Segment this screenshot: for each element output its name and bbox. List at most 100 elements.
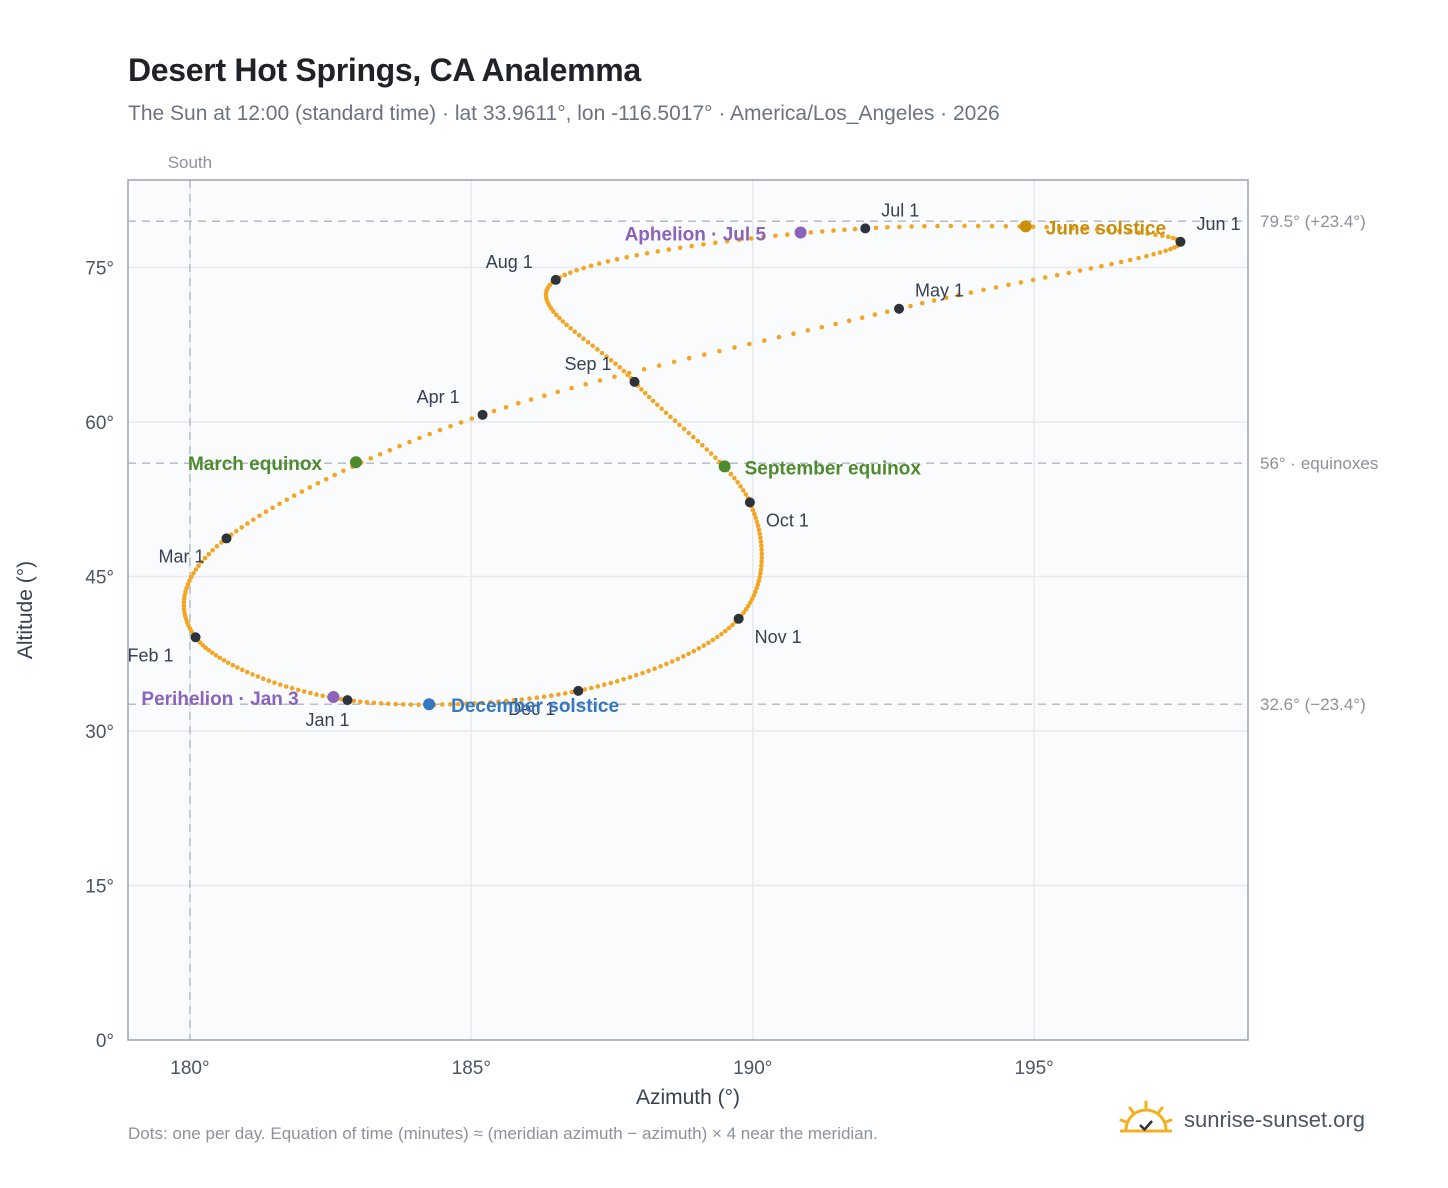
- day-dot: [931, 298, 937, 303]
- day-dot: [842, 227, 847, 233]
- day-dot: [568, 326, 573, 331]
- day-dot: [956, 292, 961, 298]
- day-dot: [641, 367, 647, 372]
- day-dot: [614, 678, 620, 684]
- day-dot: [713, 240, 718, 246]
- month-marker: [573, 685, 584, 696]
- day-dot: [908, 303, 913, 309]
- month-markers: Jan 1 Feb 1 Mar 1 Apr 1 May 1 Jun 1 Jul 1 Aug 1…: [128, 200, 1241, 730]
- sun-logo-icon: [1119, 1100, 1173, 1133]
- month-marker: [190, 632, 201, 643]
- reference-label: 79.5° (+23.4°): [1260, 212, 1366, 231]
- day-dot: [749, 236, 754, 241]
- y-tick-label: 60°: [85, 413, 114, 434]
- day-dot: [922, 224, 927, 229]
- month-marker: [550, 274, 561, 285]
- day-dot: [1127, 257, 1133, 263]
- brand-name[interactable]: sunrise-sunset.org: [1184, 1107, 1365, 1132]
- day-dot: [596, 261, 602, 266]
- x-tick-label: 190°: [733, 1058, 772, 1079]
- day-dot: [738, 484, 743, 489]
- day-dot: [581, 336, 586, 342]
- day-dot: [671, 359, 677, 365]
- event-label: September equinox: [745, 458, 922, 479]
- day-dot: [743, 492, 749, 497]
- day-dot: [187, 578, 192, 583]
- day-dot: [314, 692, 319, 697]
- day-dot: [1151, 252, 1156, 257]
- x-tick-label: 185°: [452, 1058, 491, 1079]
- day-dot: [719, 631, 724, 637]
- day-dot: [730, 622, 735, 628]
- day-dot: [339, 696, 344, 702]
- day-dot: [621, 677, 626, 682]
- day-dot: [569, 689, 575, 695]
- day-dot: [820, 229, 825, 234]
- day-dot: [562, 272, 567, 278]
- day-dot: [658, 664, 663, 669]
- event-marker: [327, 691, 340, 704]
- day-dot: [583, 382, 588, 387]
- day-dot: [1042, 275, 1048, 280]
- day-dot: [358, 699, 363, 704]
- day-dot: [634, 253, 639, 258]
- event-label: Aphelion · Jul 5: [625, 225, 767, 246]
- day-dot: [378, 701, 384, 706]
- day-dot: [612, 374, 617, 380]
- day-dot: [605, 259, 611, 264]
- day-dot: [562, 691, 568, 696]
- day-dot: [417, 435, 422, 441]
- month-label: Aug 1: [486, 252, 533, 272]
- day-dot: [1136, 255, 1141, 261]
- day-dot: [1170, 235, 1176, 241]
- brand[interactable]: sunrise-sunset.org: [1118, 1100, 1365, 1140]
- day-dot: [981, 287, 986, 293]
- reference-label: 32.6° (−23.4°): [1260, 695, 1366, 714]
- day-dot: [448, 423, 453, 429]
- day-dot: [581, 265, 586, 271]
- x-tick-label: 195°: [1014, 1058, 1053, 1079]
- day-dot: [206, 551, 211, 557]
- day-dot: [371, 700, 377, 706]
- day-dot: [737, 237, 742, 243]
- day-dot: [488, 700, 493, 705]
- day-dot: [440, 702, 445, 707]
- day-dot: [691, 434, 696, 440]
- day-dot: [283, 684, 289, 689]
- day-dot: [746, 603, 751, 609]
- day-dot: [776, 334, 782, 340]
- day-dot: [1118, 259, 1124, 265]
- plot-frame: [127, 179, 1249, 1041]
- day-dot: [761, 234, 766, 240]
- day-dot: [701, 242, 706, 247]
- day-dot: [613, 361, 618, 367]
- day-dot: [713, 455, 718, 461]
- day-dot: [919, 300, 925, 306]
- day-dot: [234, 528, 239, 534]
- reference-lines: South 79.5° (+23.4°) 56° · equinoxes 32.6° …: [128, 153, 1378, 1040]
- day-dot: [554, 312, 559, 318]
- day-dot: [555, 389, 561, 395]
- day-dot: [270, 505, 275, 511]
- day-dot: [585, 340, 591, 345]
- day-dot: [743, 607, 749, 612]
- day-dot: [599, 350, 605, 356]
- meridian-label: South: [168, 153, 212, 172]
- day-dot: [213, 653, 219, 658]
- day-dot: [284, 497, 290, 503]
- day-dot: [714, 634, 720, 640]
- day-dot: [852, 226, 858, 232]
- day-dot: [582, 687, 588, 692]
- day-dot: [608, 680, 614, 686]
- day-dot: [710, 637, 716, 643]
- day-dot: [759, 559, 764, 564]
- day-dot: [686, 355, 692, 361]
- day-dot: [702, 352, 707, 357]
- day-dot: [568, 270, 573, 276]
- day-dot: [182, 610, 187, 615]
- day-dot: [189, 574, 194, 580]
- day-dot: [1094, 227, 1100, 232]
- day-dot: [753, 515, 758, 521]
- day-dot: [675, 656, 681, 662]
- day-dot: [527, 696, 532, 701]
